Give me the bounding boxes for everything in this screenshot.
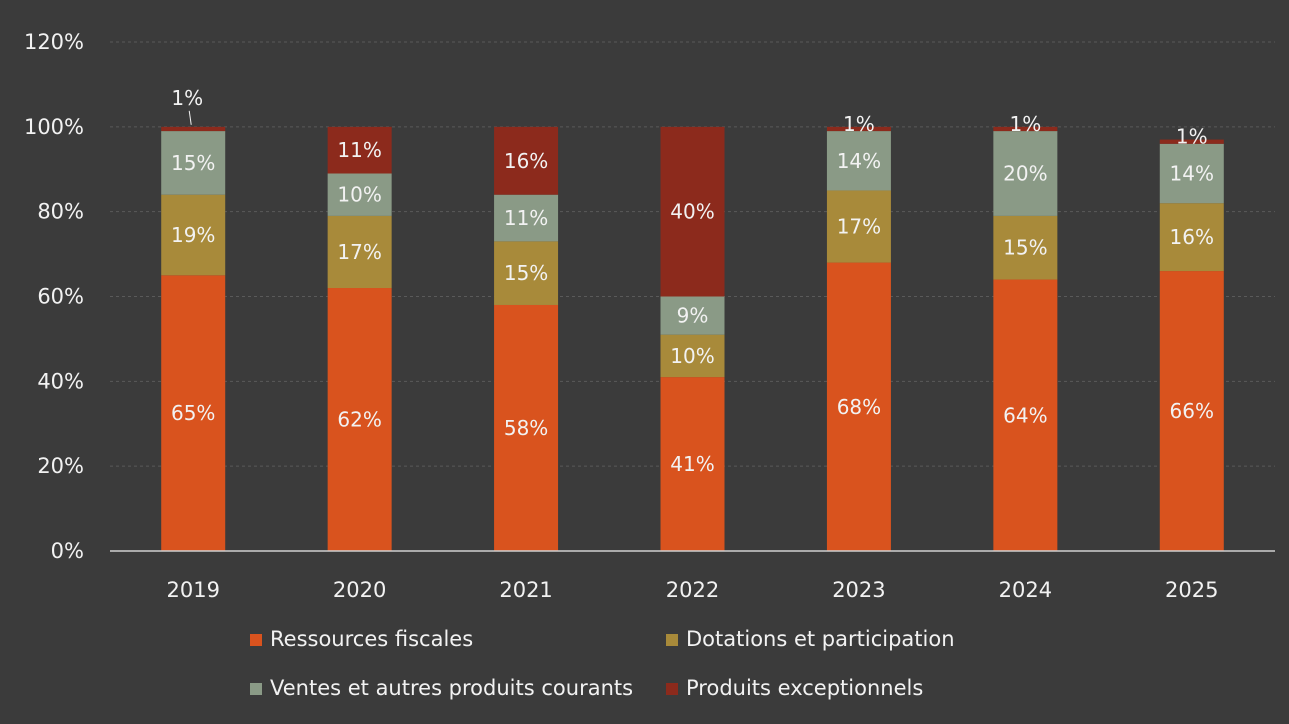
legend-swatch	[666, 683, 678, 695]
y-tick-label: 40%	[37, 369, 84, 393]
bar-segment	[161, 194, 226, 276]
bar-segment	[327, 126, 392, 174]
bar-segment	[494, 304, 559, 551]
bar-segment	[826, 190, 891, 263]
x-tick-label: 2025	[1165, 578, 1218, 602]
bar-segment	[993, 215, 1058, 280]
y-tick-label: 20%	[37, 454, 84, 478]
legend: Ressources fiscales Dotations et particip…	[250, 627, 955, 700]
bar-segment	[993, 279, 1058, 551]
legend-label: Dotations et participation	[686, 627, 955, 651]
y-tick-label: 60%	[37, 285, 84, 309]
legend-label: Produits exceptionnels	[686, 676, 923, 700]
bar-segment	[1159, 139, 1224, 144]
data-label: 10%	[670, 344, 714, 368]
leader-line	[188, 110, 192, 125]
y-tick-label: 100%	[24, 115, 84, 139]
legend-swatch	[250, 683, 262, 695]
bar-segment	[327, 173, 392, 216]
data-label: 14%	[1170, 161, 1214, 185]
x-axis-ticks: 2019 2020 2021 2022 2023 2024 2025	[166, 578, 1218, 602]
data-labels: 65% 19% 15% 1% 62% 17% 10% 11% 58% 15% 11% 16% 41% 10…	[171, 86, 1214, 476]
legend-label: Ressources fiscales	[270, 627, 473, 651]
data-label: 62%	[337, 408, 381, 432]
data-label: 1%	[1176, 125, 1208, 149]
data-label: 17%	[337, 240, 381, 264]
data-label: 1%	[171, 86, 203, 110]
y-tick-label: 0%	[51, 539, 84, 563]
bar-segment	[1159, 271, 1224, 551]
data-label: 65%	[171, 401, 215, 425]
x-tick-label: 2019	[166, 578, 219, 602]
legend-label: Ventes et autres produits courants	[270, 676, 633, 700]
data-label: 9%	[677, 304, 709, 328]
data-label: 16%	[504, 149, 548, 173]
x-tick-label: 2021	[499, 578, 552, 602]
data-label: 1%	[843, 112, 875, 136]
data-label: 19%	[171, 223, 215, 247]
bar-segment	[161, 131, 226, 195]
bar-segment	[826, 262, 891, 551]
y-tick-label: 80%	[37, 200, 84, 224]
bar-segment	[660, 377, 725, 551]
bar-segment	[494, 194, 559, 242]
x-tick-label: 2022	[666, 578, 719, 602]
data-label: 15%	[171, 151, 215, 175]
data-label: 40%	[670, 200, 714, 224]
data-label: 66%	[1170, 399, 1214, 423]
data-label: 15%	[1003, 236, 1047, 260]
data-label: 14%	[837, 149, 881, 173]
x-tick-label: 2020	[333, 578, 386, 602]
data-label: 10%	[337, 183, 381, 207]
bar-segment	[1159, 203, 1224, 272]
bar-segment	[161, 126, 226, 132]
bar-segment	[1159, 143, 1224, 204]
bar-segment	[327, 215, 392, 289]
x-tick-label: 2024	[999, 578, 1052, 602]
bar-segment	[660, 334, 725, 378]
data-label: 20%	[1003, 161, 1047, 185]
bar-segment	[826, 131, 891, 191]
data-label: 41%	[670, 452, 714, 476]
data-label: 58%	[504, 416, 548, 440]
bar-segment	[826, 126, 891, 132]
legend-swatch	[666, 634, 678, 646]
bar-segment	[494, 126, 559, 195]
data-label: 11%	[504, 206, 548, 230]
data-label: 64%	[1003, 403, 1047, 427]
x-tick-label: 2023	[832, 578, 885, 602]
bar-segment	[327, 288, 392, 551]
bar-segment	[660, 126, 725, 297]
y-tick-label: 120%	[24, 30, 84, 54]
data-label: 11%	[337, 138, 381, 162]
bar-segment	[161, 275, 226, 551]
bar-segment	[660, 296, 725, 335]
data-label: 17%	[837, 215, 881, 239]
data-label: 15%	[504, 261, 548, 285]
legend-swatch	[250, 634, 262, 646]
data-label: 1%	[1009, 112, 1041, 136]
data-label: 16%	[1170, 225, 1214, 249]
data-label: 68%	[837, 395, 881, 419]
bar-segment	[494, 241, 559, 305]
bar-segment	[993, 126, 1058, 132]
y-axis-ticks: 0% 20% 40% 60% 80% 100% 120%	[24, 30, 84, 563]
bar-segment	[993, 131, 1058, 216]
bars	[161, 126, 1224, 551]
